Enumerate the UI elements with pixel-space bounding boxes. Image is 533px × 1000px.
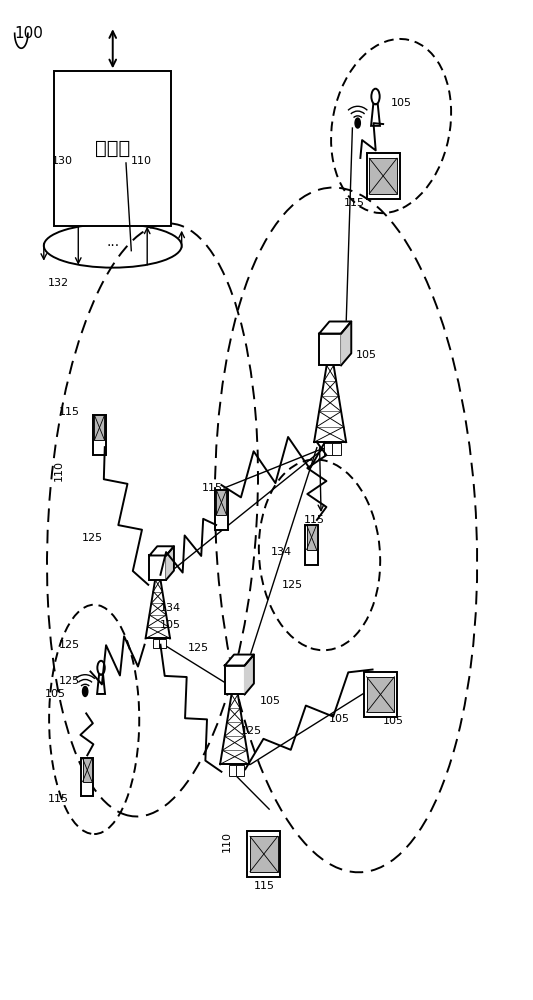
Bar bbox=[94, 415, 104, 440]
Text: 125: 125 bbox=[82, 533, 103, 543]
Bar bbox=[369, 158, 397, 194]
Bar bbox=[225, 666, 245, 694]
Text: 110: 110 bbox=[53, 460, 63, 481]
Bar bbox=[153, 639, 160, 648]
Circle shape bbox=[83, 686, 88, 696]
Bar bbox=[82, 758, 93, 796]
Text: 115: 115 bbox=[344, 198, 365, 208]
Text: 125: 125 bbox=[241, 726, 262, 736]
Text: 110: 110 bbox=[131, 156, 152, 166]
Bar bbox=[229, 765, 237, 776]
Bar bbox=[319, 334, 341, 365]
Bar bbox=[305, 525, 318, 565]
Bar bbox=[306, 525, 317, 550]
Bar bbox=[215, 490, 228, 530]
Bar bbox=[367, 677, 394, 712]
Text: 134: 134 bbox=[271, 547, 292, 557]
Text: 105: 105 bbox=[45, 689, 66, 699]
Text: 110: 110 bbox=[221, 831, 231, 852]
Polygon shape bbox=[319, 321, 351, 334]
Text: 105: 105 bbox=[329, 714, 350, 724]
Bar bbox=[216, 490, 227, 515]
Bar bbox=[236, 765, 245, 776]
Text: 105: 105 bbox=[356, 350, 377, 360]
Text: 134: 134 bbox=[159, 603, 181, 613]
Text: 105: 105 bbox=[260, 696, 281, 706]
Text: 105: 105 bbox=[159, 620, 180, 630]
Text: 105: 105 bbox=[391, 98, 412, 108]
Bar bbox=[247, 831, 280, 877]
Text: 115: 115 bbox=[253, 881, 274, 891]
Text: 125: 125 bbox=[59, 676, 80, 686]
Bar bbox=[364, 672, 397, 717]
Text: 132: 132 bbox=[48, 278, 69, 288]
Bar bbox=[54, 71, 171, 226]
Text: ···: ··· bbox=[106, 239, 119, 253]
Text: 115: 115 bbox=[304, 515, 325, 525]
Polygon shape bbox=[245, 655, 254, 694]
Polygon shape bbox=[225, 655, 254, 666]
Bar bbox=[83, 758, 92, 782]
Polygon shape bbox=[149, 546, 174, 555]
Bar bbox=[159, 639, 166, 648]
Bar bbox=[324, 443, 333, 455]
Text: 100: 100 bbox=[14, 26, 44, 41]
Bar bbox=[367, 153, 400, 199]
Text: 115: 115 bbox=[49, 794, 69, 804]
Text: 115: 115 bbox=[202, 483, 223, 493]
Text: 核心网: 核心网 bbox=[95, 138, 131, 157]
Circle shape bbox=[355, 118, 360, 128]
Text: 115: 115 bbox=[59, 407, 80, 417]
Text: 130: 130 bbox=[52, 156, 73, 166]
Text: 105: 105 bbox=[383, 716, 404, 726]
Text: 125: 125 bbox=[188, 643, 209, 653]
Polygon shape bbox=[166, 546, 174, 580]
Text: 125: 125 bbox=[281, 580, 303, 590]
Bar bbox=[332, 443, 341, 455]
Bar bbox=[149, 555, 166, 580]
Polygon shape bbox=[341, 321, 351, 365]
Text: 125: 125 bbox=[59, 640, 80, 650]
Bar bbox=[250, 836, 278, 872]
Bar bbox=[93, 415, 106, 455]
